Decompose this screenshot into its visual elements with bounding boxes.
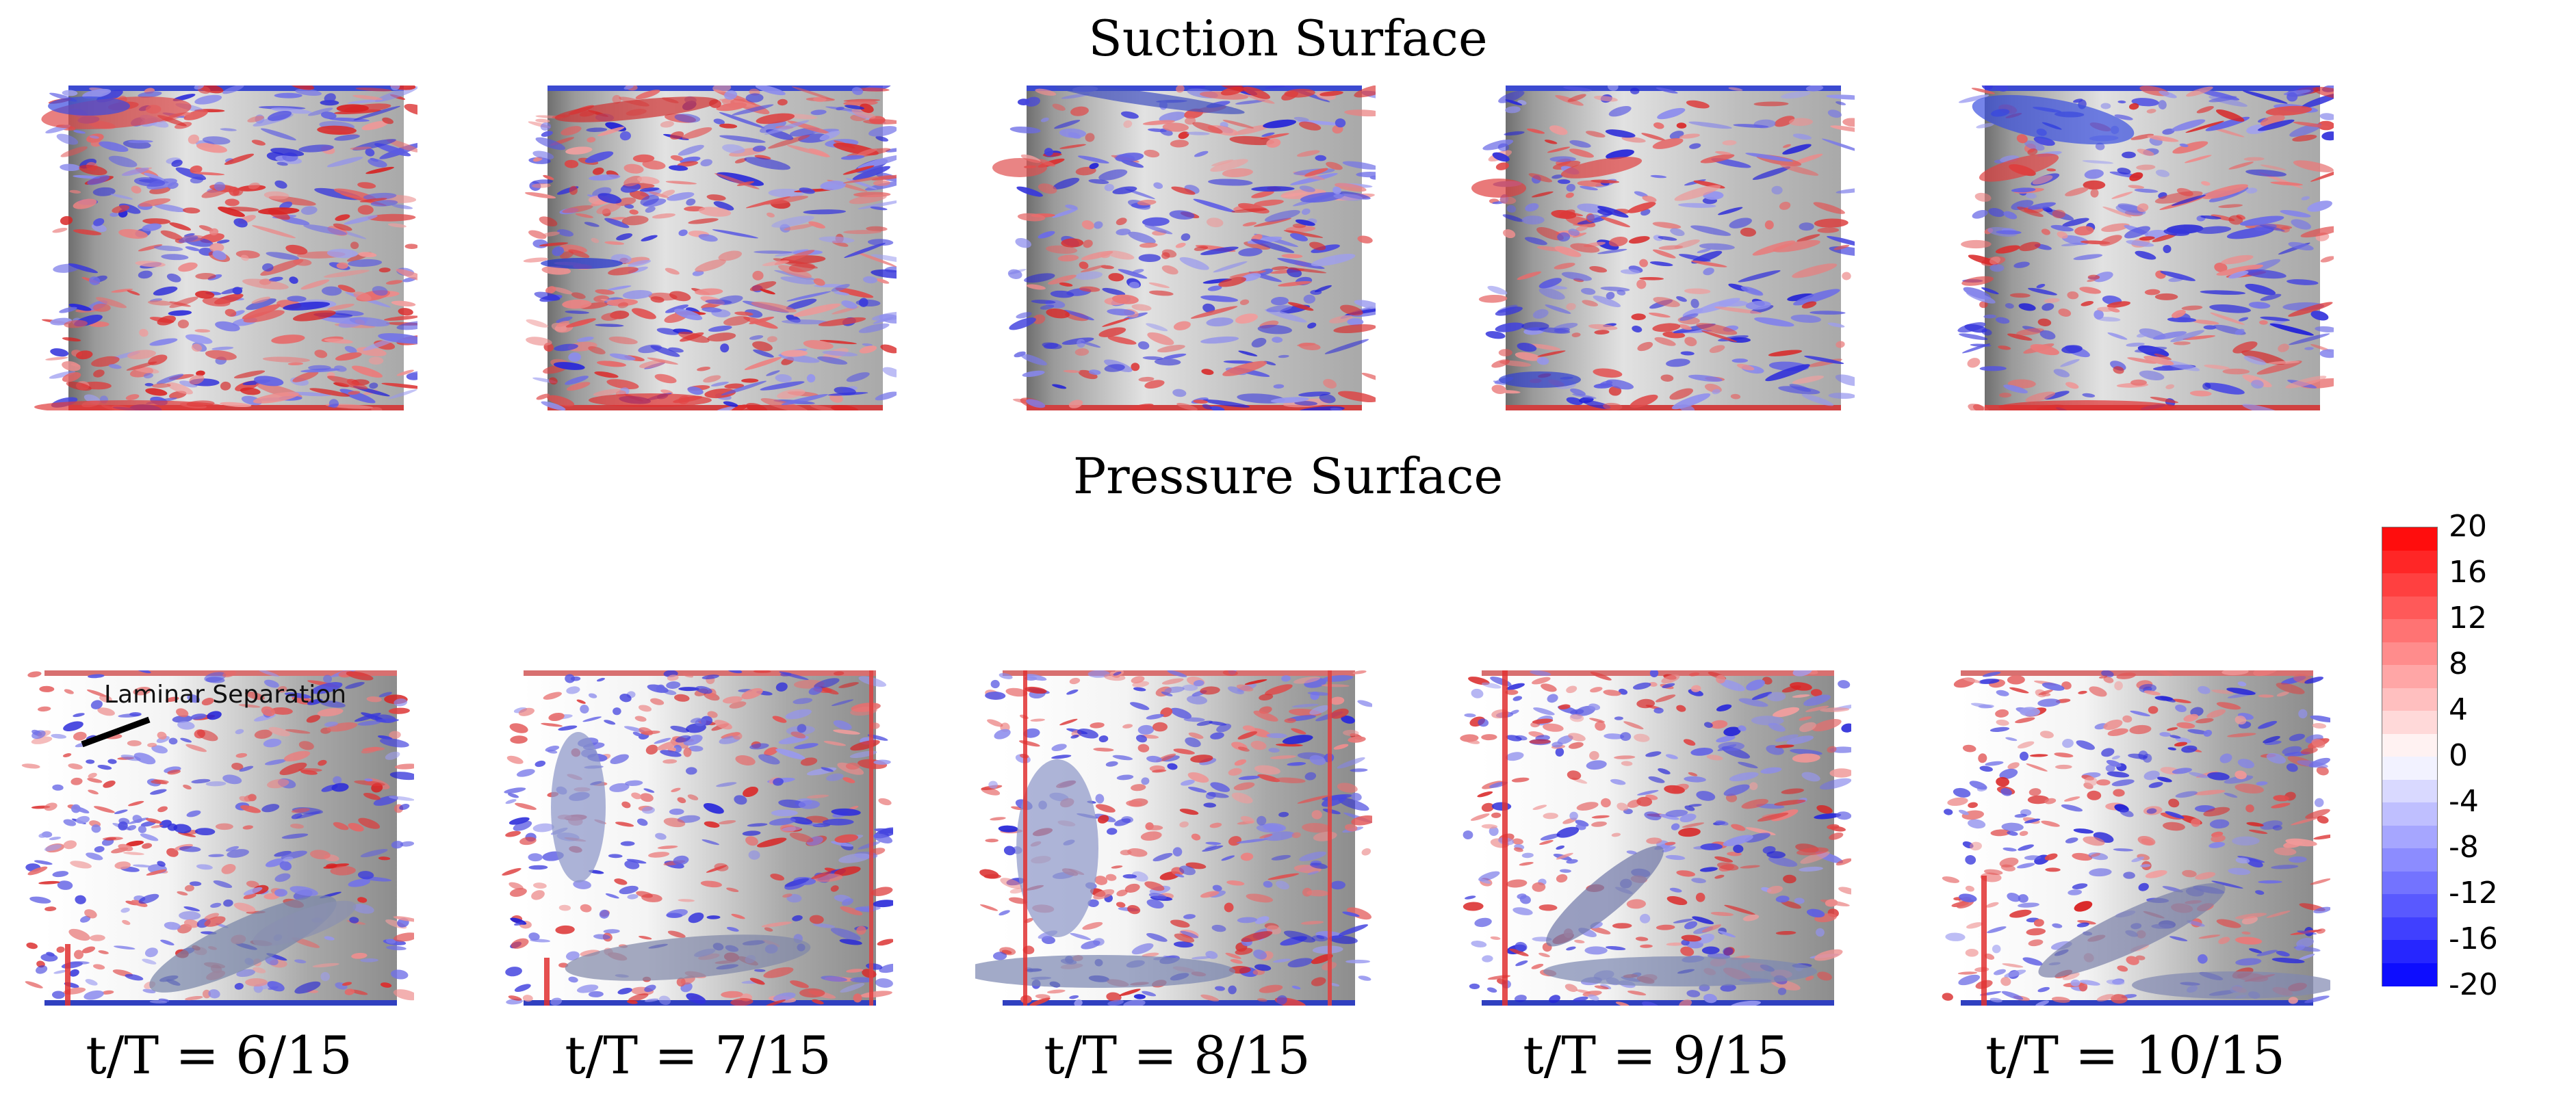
colorbar-tick-label: -8 — [2449, 830, 2479, 865]
suction-panel-4 — [1458, 86, 1855, 410]
colorbar-band — [2382, 596, 2437, 620]
colorbar-band — [2382, 688, 2437, 711]
colorbar-tick-label: 8 — [2449, 646, 2468, 681]
colorbar-band — [2382, 963, 2437, 986]
colorbar-tick-label: 12 — [2449, 601, 2487, 636]
colorbar-band — [2382, 917, 2437, 941]
colorbar-band — [2382, 619, 2437, 642]
pressure-panel-2 — [496, 670, 893, 1006]
colorbar-band — [2382, 848, 2437, 872]
colorbar-band — [2382, 527, 2437, 551]
time-label-3: t/T = 8/15 — [1044, 1025, 1311, 1086]
colorbar-tick-label: 20 — [2449, 509, 2487, 544]
colorbar-band — [2382, 550, 2437, 574]
colorbar-band — [2382, 871, 2437, 895]
laminar-separation-annotation: Laminar Separation — [104, 681, 347, 709]
colorbar-tick-label: -16 — [2449, 921, 2498, 956]
colorbar-band — [2382, 894, 2437, 917]
time-label-5: t/T = 10/15 — [1985, 1025, 2285, 1086]
colorbar — [2382, 527, 2438, 986]
colorbar-band — [2382, 779, 2437, 803]
colorbar-tick-label: -20 — [2449, 967, 2498, 1002]
colorbar-band — [2382, 802, 2437, 826]
pressure-panel-1 — [17, 670, 414, 1006]
colorbar-tick-label: -12 — [2449, 876, 2498, 911]
pressure-surface-title: Pressure Surface — [1072, 447, 1504, 505]
time-label-4: t/T = 9/15 — [1523, 1025, 1790, 1086]
time-label-1: t/T = 6/15 — [86, 1025, 352, 1086]
colorbar-tick-label: -4 — [2449, 784, 2479, 819]
colorbar-band — [2382, 733, 2437, 757]
colorbar-band — [2382, 573, 2437, 597]
pressure-panel-3 — [975, 670, 1372, 1006]
colorbar-band — [2382, 711, 2437, 734]
annotation-pointer-line — [81, 716, 151, 748]
pressure-panel-4 — [1454, 670, 1851, 1006]
colorbar-tick-label: 0 — [2449, 738, 2468, 773]
suction-panel-1 — [21, 86, 417, 410]
colorbar-tick-label: 16 — [2449, 555, 2487, 590]
pressure-panel-5 — [1933, 670, 2330, 1006]
colorbar-band — [2382, 665, 2437, 688]
suction-surface-title: Suction Surface — [1088, 10, 1488, 67]
colorbar-band — [2382, 825, 2437, 849]
colorbar-band — [2382, 642, 2437, 666]
suction-panel-3 — [979, 86, 1376, 410]
colorbar-tick-label: 4 — [2449, 692, 2468, 727]
time-label-2: t/T = 7/15 — [565, 1025, 832, 1086]
suction-panel-2 — [500, 86, 897, 410]
colorbar-band — [2382, 940, 2437, 963]
suction-panel-5 — [1937, 86, 2334, 410]
colorbar-band — [2382, 757, 2437, 780]
